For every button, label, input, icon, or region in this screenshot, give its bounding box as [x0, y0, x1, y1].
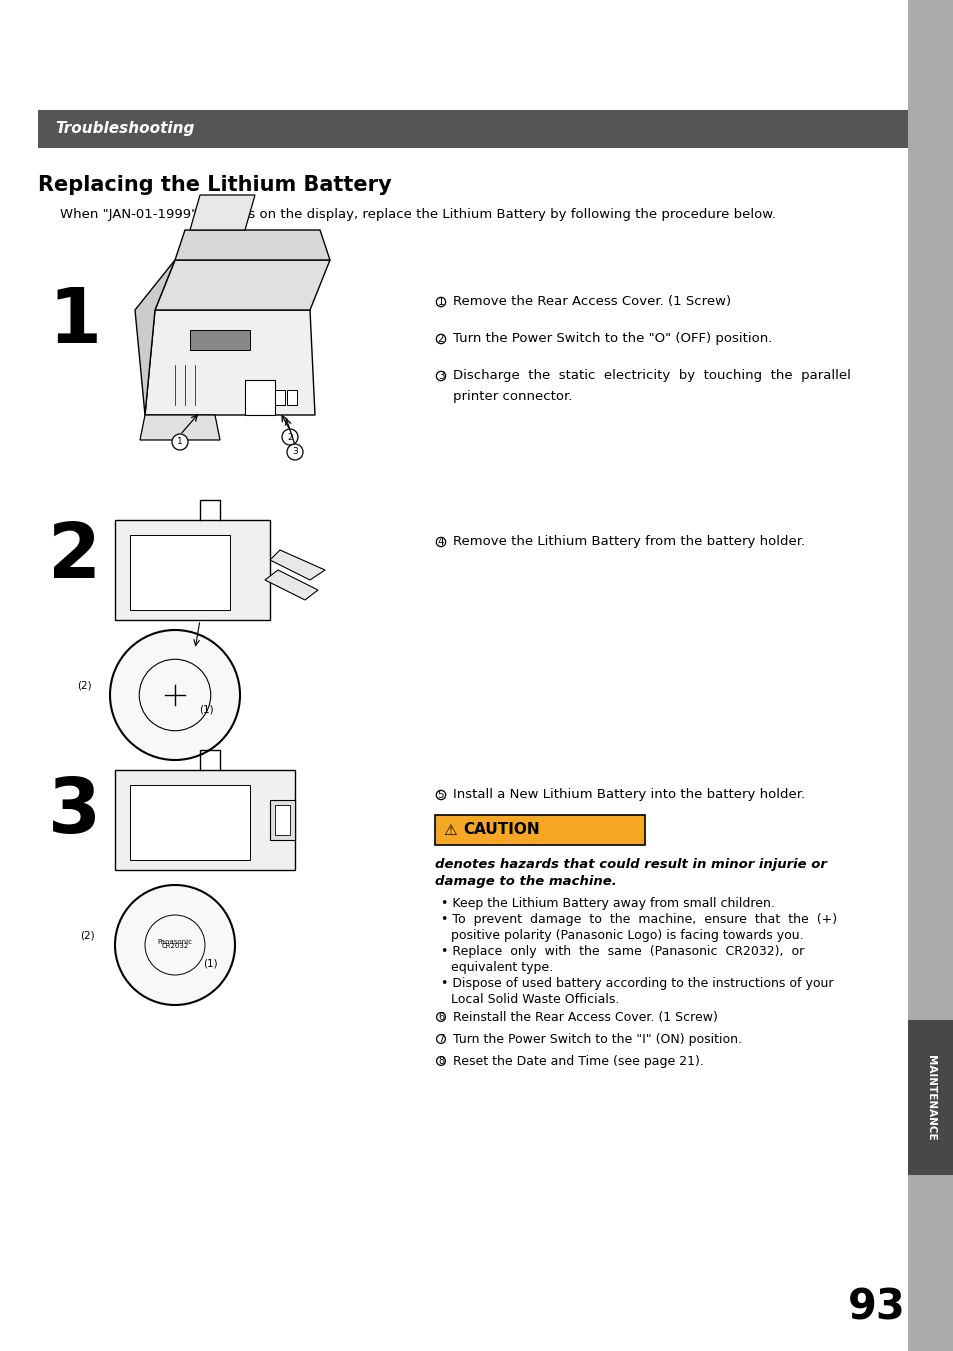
Text: CR2032: CR2032 [161, 943, 189, 948]
Polygon shape [265, 570, 317, 600]
Bar [190, 330, 250, 350]
Text: 1: 1 [437, 297, 444, 307]
Polygon shape [135, 259, 174, 415]
Text: damage to the machine.: damage to the machine. [435, 875, 616, 888]
Text: Install a New Lithium Battery into the battery holder.: Install a New Lithium Battery into the b… [453, 788, 804, 801]
Text: 7: 7 [437, 1034, 444, 1044]
Circle shape [282, 430, 297, 444]
Text: When "JAN-01-1999" appears on the display, replace the Lithium Battery by follow: When "JAN-01-1999" appears on the displa… [60, 208, 775, 222]
Bar [287, 390, 296, 405]
Text: 2: 2 [437, 334, 444, 345]
Bar [435, 815, 644, 844]
Text: 2: 2 [48, 520, 101, 594]
Bar [130, 535, 230, 611]
Bar [274, 390, 285, 405]
Polygon shape [140, 415, 220, 440]
Text: • Dispose of used battery according to the instructions of your: • Dispose of used battery according to t… [440, 977, 833, 990]
Text: MAINTENANCE: MAINTENANCE [925, 1055, 935, 1140]
Text: 5: 5 [437, 790, 444, 800]
Text: 3: 3 [292, 447, 297, 457]
Text: 2: 2 [287, 432, 293, 442]
Bar [115, 520, 270, 620]
Bar [130, 785, 250, 861]
Bar [115, 770, 294, 870]
Text: 6: 6 [437, 1012, 443, 1021]
Text: Reset the Date and Time (see page 21).: Reset the Date and Time (see page 21). [453, 1055, 703, 1069]
Text: Remove the Rear Access Cover. (1 Screw): Remove the Rear Access Cover. (1 Screw) [453, 295, 730, 308]
Text: CAUTION: CAUTION [462, 823, 539, 838]
Text: Discharge  the  static  electricity  by  touching  the  parallel: Discharge the static electricity by touc… [453, 369, 850, 382]
Polygon shape [154, 259, 330, 309]
Text: (1): (1) [203, 958, 217, 969]
Bar [907, 0, 953, 1351]
Text: 93: 93 [847, 1288, 905, 1329]
Polygon shape [190, 195, 254, 230]
Circle shape [287, 444, 303, 459]
Text: Reinstall the Rear Access Cover. (1 Screw): Reinstall the Rear Access Cover. (1 Scre… [453, 1011, 717, 1024]
Text: Turn the Power Switch to the "I" (ON) position.: Turn the Power Switch to the "I" (ON) po… [453, 1034, 741, 1046]
Circle shape [115, 885, 234, 1005]
Polygon shape [145, 309, 314, 415]
Text: • Replace  only  with  the  same  (Panasonic  CR2032),  or: • Replace only with the same (Panasonic … [440, 944, 803, 958]
Bar [274, 805, 290, 835]
Text: 3: 3 [48, 775, 101, 848]
Text: 1: 1 [48, 285, 101, 359]
Text: positive polarity (Panasonic Logo) is facing towards you.: positive polarity (Panasonic Logo) is fa… [451, 929, 802, 942]
Bar [245, 380, 274, 415]
Bar [38, 109, 907, 149]
Circle shape [172, 434, 188, 450]
Text: ⚠: ⚠ [442, 823, 456, 838]
Text: printer connector.: printer connector. [453, 390, 572, 403]
Circle shape [110, 630, 240, 761]
Text: Remove the Lithium Battery from the battery holder.: Remove the Lithium Battery from the batt… [453, 535, 804, 549]
Text: • To  prevent  damage  to  the  machine,  ensure  that  the  (+): • To prevent damage to the machine, ensu… [440, 913, 836, 925]
Text: 1: 1 [177, 438, 183, 446]
Text: 8: 8 [437, 1056, 443, 1066]
Text: Replacing the Lithium Battery: Replacing the Lithium Battery [38, 176, 392, 195]
Polygon shape [174, 230, 330, 259]
Bar [907, 1020, 953, 1175]
Text: equivalent type.: equivalent type. [451, 961, 553, 974]
Text: (1): (1) [199, 705, 213, 715]
Text: Local Solid Waste Officials.: Local Solid Waste Officials. [451, 993, 618, 1006]
Polygon shape [270, 550, 325, 580]
Text: 4: 4 [437, 536, 444, 547]
Text: denotes hazards that could result in minor injurie or: denotes hazards that could result in min… [435, 858, 826, 871]
Text: • Keep the Lithium Battery away from small children.: • Keep the Lithium Battery away from sma… [440, 897, 774, 911]
Text: Troubleshooting: Troubleshooting [55, 122, 194, 136]
Text: (2): (2) [77, 680, 91, 690]
Text: Turn the Power Switch to the "O" (OFF) position.: Turn the Power Switch to the "O" (OFF) p… [453, 332, 772, 345]
Text: 3: 3 [437, 372, 444, 381]
Text: (2): (2) [80, 929, 95, 940]
Text: Panasonic: Panasonic [157, 939, 193, 944]
Bar [270, 800, 294, 840]
